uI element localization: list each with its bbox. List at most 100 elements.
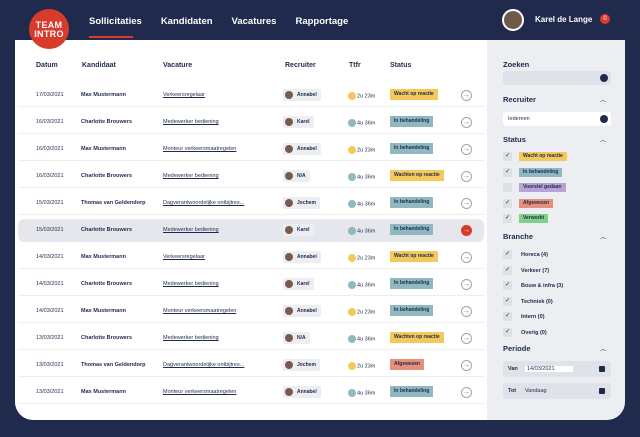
- recruiter-chip[interactable]: Annabel: [283, 89, 321, 101]
- recruiter-chip[interactable]: N/A: [283, 170, 310, 182]
- arrow-right-icon[interactable]: →: [461, 252, 472, 263]
- cell-vacancy[interactable]: Medewerker bediening: [163, 281, 219, 287]
- recruiter-chip[interactable]: Annabel: [283, 386, 321, 398]
- table-row[interactable]: 16/03/2021 Charlotte Brouwers Medewerker b…: [18, 111, 484, 134]
- col-status[interactable]: Status: [390, 62, 412, 69]
- search-icon[interactable]: [600, 74, 608, 82]
- chevron-up-icon[interactable]: ︿: [600, 98, 607, 104]
- date-from-field[interactable]: Van 14/03/2021: [503, 361, 611, 377]
- status-checkbox[interactable]: ✓: [503, 152, 512, 161]
- cell-vacancy[interactable]: Dagverantwoordelijke ontbijtres...: [163, 362, 245, 368]
- cell-vacancy[interactable]: Medewerker bediening: [163, 227, 219, 233]
- recruiter-chip[interactable]: Annabel: [283, 305, 321, 317]
- cell-vacancy[interactable]: Monteur verkeersmaatregelen: [163, 146, 237, 152]
- cell-candidate[interactable]: Max Mustermann: [81, 254, 126, 260]
- recruiter-chip[interactable]: Annabel: [283, 251, 321, 263]
- arrow-right-icon[interactable]: →: [461, 117, 472, 128]
- status-checkbox[interactable]: ✓: [503, 214, 512, 223]
- arrow-right-icon[interactable]: →: [461, 198, 472, 209]
- status-checkbox[interactable]: [503, 183, 512, 192]
- table-row[interactable]: 14/03/2021 Max Mustermann Monteur verkeers…: [18, 300, 484, 323]
- team-intro-logo[interactable]: TEAM INTRO: [29, 9, 69, 49]
- nav-sollicitaties[interactable]: Sollicitaties: [89, 16, 142, 27]
- cell-vacancy[interactable]: Medewerker bediening: [163, 119, 219, 125]
- nav-vacatures[interactable]: Vacatures: [231, 16, 277, 27]
- date-to-field[interactable]: Tot Vandaag: [503, 383, 611, 399]
- cell-candidate[interactable]: Charlotte Brouwers: [81, 227, 133, 233]
- user-name[interactable]: Karel de Lange: [535, 15, 593, 24]
- cell-vacancy[interactable]: Monteur verkeersmaatregelen: [163, 308, 237, 314]
- branche-checkbox[interactable]: ✓: [503, 327, 512, 337]
- nav-rapportage[interactable]: Rapportage: [295, 16, 349, 27]
- arrow-right-icon[interactable]: →: [461, 306, 472, 317]
- arrow-right-icon[interactable]: →: [461, 279, 472, 290]
- branche-checkbox[interactable]: ✓: [503, 265, 512, 275]
- nav-kandidaten[interactable]: Kandidaten: [160, 16, 213, 27]
- recruiter-select[interactable]: Iedereen: [503, 112, 611, 126]
- status-checkbox[interactable]: ✓: [503, 198, 512, 208]
- table-row[interactable]: 16/03/2021 Charlotte Brouwers Medewerker b…: [18, 165, 484, 188]
- col-datum[interactable]: Datum: [36, 62, 58, 69]
- cell-date: 16/03/2021: [36, 146, 64, 152]
- recruiter-chip[interactable]: Jochem: [283, 197, 320, 209]
- table-row[interactable]: 14/03/2021 Max Mustermann Verkeersregelaar…: [18, 246, 484, 269]
- chevron-up-icon[interactable]: ︿: [600, 138, 607, 144]
- cell-candidate[interactable]: Max Mustermann: [81, 308, 126, 314]
- recruiter-chip[interactable]: Karel: [283, 116, 314, 128]
- arrow-right-icon[interactable]: →: [461, 360, 472, 371]
- notification-badge[interactable]: 0: [600, 14, 610, 24]
- table-row[interactable]: 14/03/2021 Charlotte Brouwers Medewerker b…: [18, 273, 484, 296]
- cell-candidate[interactable]: Thomas van Geldendorp: [81, 200, 146, 206]
- col-ttfr[interactable]: Ttfr: [349, 62, 361, 69]
- col-kandidaat[interactable]: Kandidaat: [82, 62, 116, 69]
- arrow-right-icon[interactable]: →: [461, 90, 472, 101]
- branche-checkbox[interactable]: ✓: [503, 250, 512, 259]
- recruiter-chip[interactable]: Karel: [283, 224, 314, 236]
- cell-candidate[interactable]: Max Mustermann: [81, 92, 126, 98]
- table-row[interactable]: 16/03/2021 Max Mustermann Monteur verkeers…: [18, 138, 484, 161]
- table-row[interactable]: 13/03/2021 Thomas van Geldendorp Dagverant…: [18, 354, 484, 377]
- recruiter-chip[interactable]: Karel: [283, 278, 314, 290]
- cell-vacancy[interactable]: Monteur verkeersmaatregelen: [163, 389, 237, 395]
- cell-vacancy[interactable]: Dagverantwoordelijke ontbijtres...: [163, 200, 245, 206]
- plus-icon[interactable]: [600, 115, 608, 123]
- status-checkbox[interactable]: ✓: [503, 167, 512, 177]
- recruiter-chip[interactable]: Annabel: [283, 143, 321, 155]
- col-recruiter[interactable]: Recruiter: [285, 62, 316, 69]
- branche-checkbox[interactable]: ✓: [503, 281, 512, 290]
- cell-vacancy[interactable]: Medewerker bediening: [163, 335, 219, 341]
- arrow-right-icon[interactable]: →: [461, 333, 472, 344]
- avatar[interactable]: [502, 9, 524, 31]
- table-row[interactable]: 17/03/2021 Max Mustermann Verkeersregelaar…: [18, 84, 484, 107]
- status-badge: In behandeling: [390, 197, 434, 208]
- cell-vacancy[interactable]: Medewerker bediening: [163, 173, 219, 179]
- cell-vacancy[interactable]: Verkeersregelaar: [163, 254, 205, 260]
- branche-checkbox[interactable]: ✓: [503, 296, 512, 306]
- table-row[interactable]: 15/03/2021 Thomas van Geldendorp Dagverant…: [18, 192, 484, 215]
- calendar-icon[interactable]: [599, 366, 605, 372]
- cell-candidate[interactable]: Max Mustermann: [81, 389, 126, 395]
- chevron-up-icon[interactable]: ︿: [600, 347, 607, 353]
- chevron-up-icon[interactable]: ︿: [600, 235, 607, 241]
- recruiter-chip[interactable]: Jochem: [283, 359, 320, 371]
- cell-candidate[interactable]: Charlotte Brouwers: [81, 173, 133, 179]
- arrow-right-icon[interactable]: →: [461, 171, 472, 182]
- recruiter-chip[interactable]: N/A: [283, 332, 310, 344]
- search-input[interactable]: [503, 71, 611, 85]
- cell-candidate[interactable]: Charlotte Brouwers: [81, 281, 133, 287]
- branche-checkbox[interactable]: ✓: [503, 312, 512, 321]
- cell-candidate[interactable]: Charlotte Brouwers: [81, 335, 133, 341]
- calendar-icon[interactable]: [599, 388, 605, 394]
- col-vacature[interactable]: Vacature: [163, 62, 193, 69]
- cell-candidate[interactable]: Charlotte Brouwers: [81, 119, 133, 125]
- table-row[interactable]: 15/03/2021 Charlotte Brouwers Medewerker b…: [18, 219, 484, 242]
- table-row[interactable]: 13/03/2021 Max Mustermann Monteur verkeers…: [18, 381, 484, 404]
- cell-candidate[interactable]: Thomas van Geldendorp: [81, 362, 146, 368]
- cell-vacancy[interactable]: Verkeersregelaar: [163, 92, 205, 98]
- arrow-right-icon[interactable]: →: [461, 144, 472, 155]
- cell-candidate[interactable]: Max Mustermann: [81, 146, 126, 152]
- arrow-right-icon[interactable]: →: [461, 225, 472, 236]
- status-tag: Voorstel gedaan: [519, 183, 566, 192]
- table-row[interactable]: 13/03/2021 Charlotte Brouwers Medewerker b…: [18, 327, 484, 350]
- arrow-right-icon[interactable]: →: [461, 387, 472, 398]
